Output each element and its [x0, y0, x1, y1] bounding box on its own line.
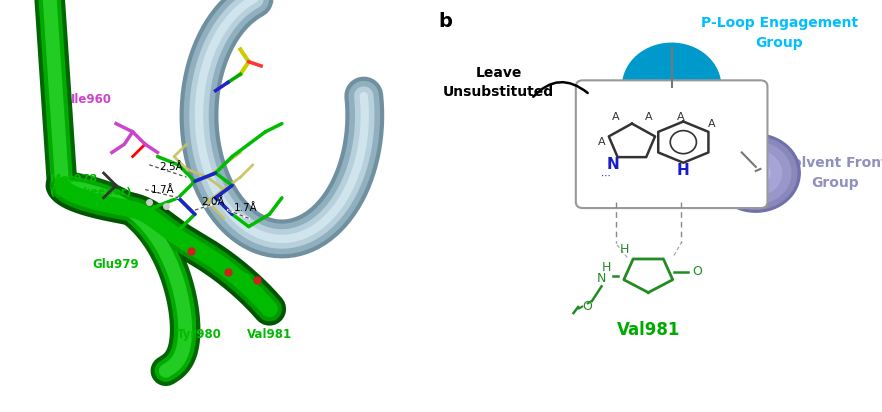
Text: P-Loop Engagement
Group: P-Loop Engagement Group — [700, 16, 857, 50]
Text: H: H — [677, 164, 690, 178]
Text: O: O — [692, 265, 702, 279]
Text: A: A — [598, 137, 605, 147]
Text: N: N — [607, 157, 619, 172]
Circle shape — [624, 45, 718, 128]
Circle shape — [639, 58, 705, 115]
Text: O: O — [583, 300, 593, 314]
Circle shape — [714, 137, 797, 209]
Text: Val981: Val981 — [617, 321, 680, 339]
Text: Glu979: Glu979 — [93, 258, 139, 271]
Text: 2.5Å: 2.5Å — [160, 162, 183, 172]
Text: Ile960: Ile960 — [71, 93, 112, 106]
FancyBboxPatch shape — [576, 80, 767, 208]
Text: ⋯: ⋯ — [602, 171, 611, 181]
Text: A: A — [707, 119, 715, 129]
Circle shape — [730, 150, 781, 196]
Text: Solvent Front
Group: Solvent Front Group — [782, 156, 882, 190]
Text: A: A — [677, 112, 684, 122]
Circle shape — [653, 70, 691, 103]
Text: Val981: Val981 — [247, 328, 292, 341]
Text: P-loop: P-loop — [340, 150, 376, 163]
Text: H: H — [620, 243, 630, 256]
Text: 1.7Å: 1.7Å — [235, 203, 258, 213]
Circle shape — [712, 134, 800, 212]
Text: Met978
(gatekeeper): Met978 (gatekeeper) — [49, 174, 131, 197]
Circle shape — [742, 161, 770, 185]
Circle shape — [660, 76, 684, 97]
Circle shape — [623, 43, 721, 130]
Circle shape — [721, 142, 791, 204]
Text: b: b — [437, 12, 452, 31]
Text: 2.0Å: 2.0Å — [201, 197, 225, 207]
Text: N: N — [597, 272, 606, 285]
Text: H: H — [602, 261, 611, 274]
Text: Leave
Unsubstituted: Leave Unsubstituted — [443, 66, 554, 98]
Text: A: A — [645, 112, 652, 122]
Text: 1.7Å: 1.7Å — [152, 185, 175, 194]
Circle shape — [630, 49, 714, 124]
Text: A: A — [612, 112, 619, 122]
Text: Tyr980: Tyr980 — [176, 328, 221, 341]
